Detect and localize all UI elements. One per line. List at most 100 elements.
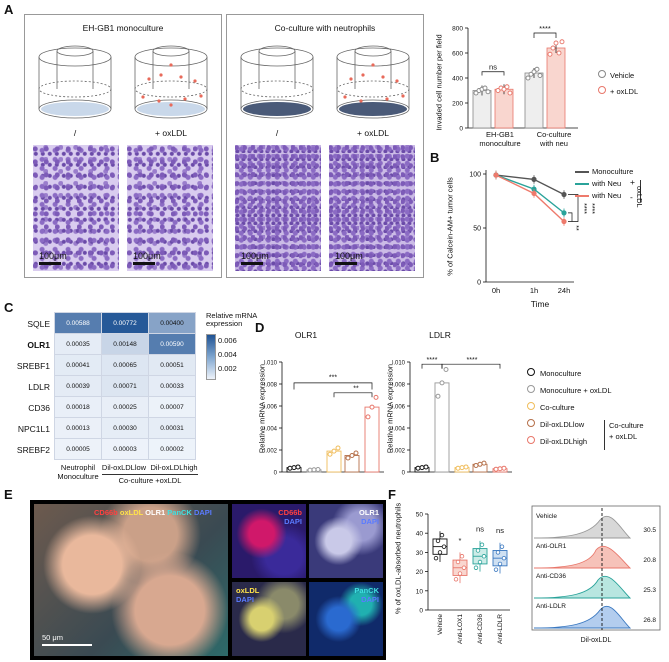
- d-title-olr1: OLR1: [294, 330, 318, 340]
- coculture-box: Co-culture with neutrophils / + oxLDL 10…: [226, 14, 424, 278]
- histogram: [533, 515, 632, 539]
- scale-bar-label: 100μm: [39, 251, 67, 261]
- b-oxldl-label: oxLDL: [635, 186, 644, 208]
- e-scale-label: 50 μm: [42, 633, 63, 642]
- data-point: [537, 73, 543, 78]
- x-tick-label: 0h: [492, 286, 500, 295]
- x-tick-label: Anti-LDLR: [497, 614, 504, 644]
- coculture-transwell-diagram: [240, 45, 410, 119]
- heatmap-row: 0.00018 0.00025 0.00007: [54, 396, 196, 418]
- histogram-label: Vehicle: [536, 513, 557, 520]
- data-point: [423, 464, 429, 470]
- sig-ns: ns: [489, 62, 497, 71]
- data-point: [499, 544, 505, 549]
- data-point: [531, 186, 537, 192]
- data-point: [501, 86, 507, 92]
- e-merge-panck: PanCK: [167, 508, 192, 517]
- y-tick-label: 0.008: [264, 383, 278, 389]
- data-point: [459, 554, 465, 559]
- e-panck-label: PanCK: [354, 586, 379, 595]
- histogram-frame: [531, 505, 661, 631]
- e-oxldl-image: oxLDL DAPI: [232, 582, 306, 656]
- d-legend: Monoculture Monoculture + oxLDL Co-cultu…: [527, 365, 612, 450]
- x-tick-label: 1h: [530, 286, 538, 295]
- data-point: [461, 565, 467, 570]
- sig-bracket: [441, 363, 501, 369]
- y-tick-label: 0.004: [264, 427, 278, 433]
- histogram-value: 26.8: [643, 617, 656, 624]
- c-row: LDLR: [28, 382, 50, 392]
- heatmap-cell: 0.00005: [54, 438, 102, 460]
- bar: [524, 72, 544, 129]
- c-col1: Neutrophil: [60, 463, 96, 472]
- data-point: [453, 577, 459, 582]
- data-point: [493, 567, 499, 572]
- heatmap-cell: 0.00039: [54, 375, 102, 397]
- e-oxldl-label: oxLDL: [236, 586, 260, 595]
- heatmap-cell: 0.00588: [54, 312, 102, 334]
- heatmap-cell: 0.00003: [101, 438, 149, 460]
- data-point: [495, 550, 501, 555]
- b-legend-neu-minus: with Neu: [592, 191, 622, 200]
- data-point: [504, 84, 510, 90]
- data-point: [349, 453, 355, 458]
- data-point: [369, 404, 375, 410]
- c-row: SREBF2: [16, 445, 50, 455]
- y-tick-label: 40: [416, 531, 424, 538]
- c-coculture-group: Co-culture +oxLDL: [102, 474, 198, 485]
- x-tick-label: Anti-CD36: [477, 614, 484, 644]
- x-tick-label: 24h: [558, 286, 571, 295]
- d-legend-item: Co-culture: [540, 403, 575, 412]
- data-point: [287, 465, 293, 471]
- data-point: [353, 450, 359, 456]
- d-coc-label2: + oxLDL: [609, 432, 638, 441]
- scale-bar-label: 100μm: [133, 251, 161, 261]
- data-point: [481, 460, 487, 466]
- c-legend-tick: 0.006: [218, 336, 237, 345]
- data-point: [479, 542, 485, 547]
- sig-bracket: [481, 71, 505, 76]
- y-tick-label: 0.010: [392, 361, 406, 367]
- data-point: [473, 565, 479, 570]
- e-merge-olr1: OLR1: [145, 508, 166, 517]
- data-point: [439, 380, 445, 386]
- data-point: [561, 191, 567, 198]
- d-coc-label: Co-culture: [609, 421, 644, 430]
- data-point: [528, 71, 534, 77]
- a-group2-label: Co-culture: [536, 130, 572, 139]
- cond-label-oxldl: + oxLDL: [155, 128, 187, 138]
- data-point: [561, 218, 567, 225]
- d-legend-item: Monoculture + oxLDL: [540, 386, 612, 395]
- c-row: NPC1L1: [17, 424, 50, 434]
- c-colorbar: [206, 334, 216, 380]
- micrograph-mono-vehicle: 100μm: [33, 145, 119, 271]
- sig-2: ****: [588, 203, 595, 214]
- d-title-ldlr: LDLR: [429, 330, 451, 340]
- heatmap-row: 0.00013 0.00030 0.00031: [54, 417, 196, 439]
- e-cd66b-image: CD66b DAPI: [232, 504, 306, 578]
- monoculture-box: EH-GB1 monoculture / + oxLDL 100μm 100μm: [24, 14, 222, 278]
- panel-label-d: D: [255, 320, 265, 335]
- sig-star: ****: [539, 24, 551, 33]
- heatmap-row: 0.00039 0.00071 0.00033: [54, 375, 196, 397]
- histogram-value: 25.3: [643, 587, 656, 594]
- data-point: [497, 466, 503, 472]
- y-tick-label: 0: [477, 280, 481, 287]
- data-point: [435, 393, 441, 399]
- b-legend-mono: Monoculture: [592, 167, 634, 176]
- y-tick-label: 0.002: [264, 449, 278, 455]
- heatmap-row: 0.00005 0.00003 0.00002: [54, 438, 196, 460]
- sig-b: **: [353, 386, 359, 393]
- data-point: [419, 465, 425, 471]
- histogram: [533, 545, 632, 569]
- c-row-labels: SQLE OLR1 SREBF1 LDLR CD36 NPC1L1 SREBF2: [6, 314, 50, 461]
- data-point: [550, 45, 556, 51]
- b-ylabel: % of Calcein-AM+ tumor cells: [445, 177, 455, 276]
- y-tick-label: 50: [416, 512, 424, 519]
- data-point: [481, 554, 487, 559]
- y-tick-label: 0.002: [392, 449, 406, 455]
- panel-label-b: B: [430, 150, 440, 165]
- e-olr1-image: OLR1 DAPI: [309, 504, 383, 578]
- y-tick-label: 0: [402, 471, 406, 477]
